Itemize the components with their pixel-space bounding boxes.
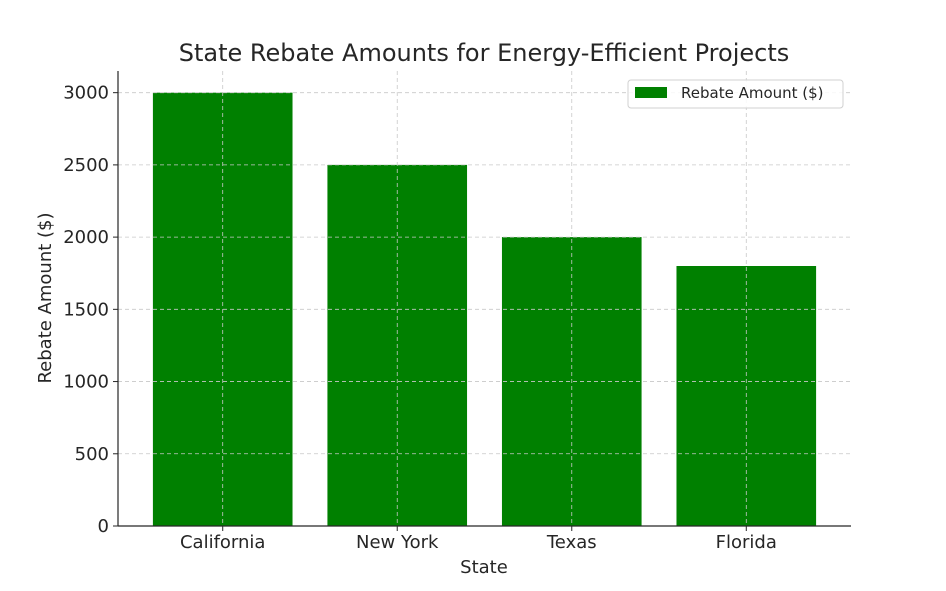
chart-title: State Rebate Amounts for Energy-Efficien… xyxy=(179,39,789,67)
y-axis-label: Rebate Amount ($) xyxy=(35,212,56,383)
y-tick-label: 1500 xyxy=(63,299,109,320)
x-axis-label: State xyxy=(460,557,508,578)
y-tick-label: 2000 xyxy=(63,227,109,248)
y-tick-label: 3000 xyxy=(63,83,109,104)
legend: Rebate Amount ($) xyxy=(627,79,844,109)
axes xyxy=(117,71,851,527)
y-tick-label: 2500 xyxy=(63,155,109,176)
legend-frame xyxy=(627,79,844,109)
x-tick-label: California xyxy=(180,532,265,553)
x-ticks: California New York Texas Florida xyxy=(180,526,777,553)
y-tick-label: 500 xyxy=(75,444,109,465)
y-tick-label: 0 xyxy=(98,516,109,537)
x-tick-label: New York xyxy=(356,532,439,553)
x-tick-label: Texas xyxy=(546,532,597,553)
legend-label: Rebate Amount ($) xyxy=(681,84,824,102)
x-tick-label: Florida xyxy=(716,532,777,553)
y-tick-label: 1000 xyxy=(63,372,109,393)
y-ticks: 0 500 1000 1500 2000 2500 3000 xyxy=(63,83,118,537)
legend-swatch xyxy=(635,87,667,98)
